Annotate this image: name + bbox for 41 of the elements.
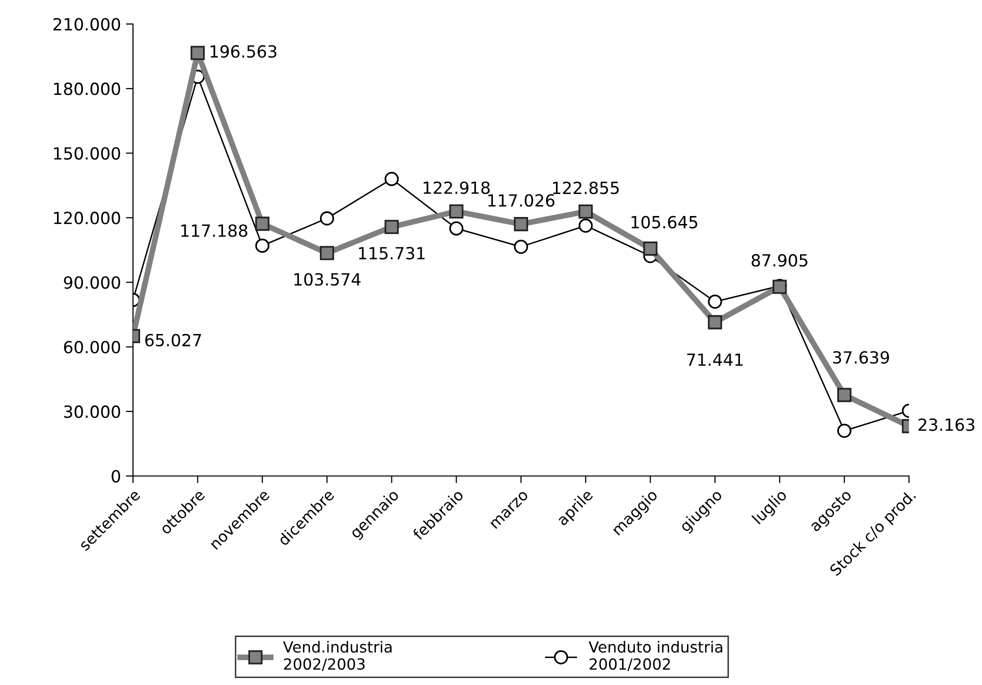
y-tick-label: 0 bbox=[112, 470, 120, 483]
y-tick-label: 60.000 bbox=[64, 340, 120, 354]
point bbox=[578, 218, 593, 233]
point bbox=[514, 240, 528, 254]
legend-label: Vend.industria 2002/2003 bbox=[283, 640, 392, 672]
point bbox=[255, 216, 270, 231]
point bbox=[708, 294, 722, 309]
data-label: 122.855 bbox=[553, 182, 619, 194]
point bbox=[837, 424, 852, 438]
point bbox=[514, 217, 528, 232]
data-label: 117.188 bbox=[181, 224, 248, 237]
point bbox=[255, 238, 270, 253]
y-tick-label: 150.000 bbox=[54, 147, 120, 160]
point bbox=[449, 221, 464, 236]
point bbox=[708, 315, 722, 330]
data-label: 71.441 bbox=[687, 354, 743, 366]
y-tick-label: 120.000 bbox=[54, 212, 120, 224]
y-tick-label: 90.000 bbox=[64, 276, 120, 289]
point bbox=[384, 220, 399, 234]
data-label: 103.574 bbox=[294, 273, 361, 286]
data-label: 117.026 bbox=[488, 194, 554, 207]
data-label: 196.563 bbox=[210, 45, 276, 58]
data-label: 115.731 bbox=[359, 246, 425, 260]
y-tick-label: 210.000 bbox=[53, 18, 120, 31]
point bbox=[643, 242, 658, 256]
y-tick-label: 180.000 bbox=[54, 82, 120, 96]
data-label: 87.905 bbox=[752, 254, 808, 267]
y-tick-label: 30.000 bbox=[64, 405, 120, 418]
point bbox=[190, 46, 205, 60]
point bbox=[449, 204, 464, 219]
legend-label: Venduto industria 2001/2002 bbox=[588, 640, 722, 672]
point bbox=[320, 246, 334, 260]
data-label: 23.163 bbox=[918, 418, 974, 431]
data-label: 37.639 bbox=[833, 351, 889, 364]
point bbox=[578, 204, 593, 219]
data-label: 122.918 bbox=[424, 181, 490, 194]
data-label: 65.027 bbox=[145, 334, 202, 346]
point bbox=[384, 172, 399, 186]
point bbox=[320, 211, 334, 226]
point bbox=[837, 388, 852, 402]
data-label: 105.645 bbox=[632, 216, 698, 228]
